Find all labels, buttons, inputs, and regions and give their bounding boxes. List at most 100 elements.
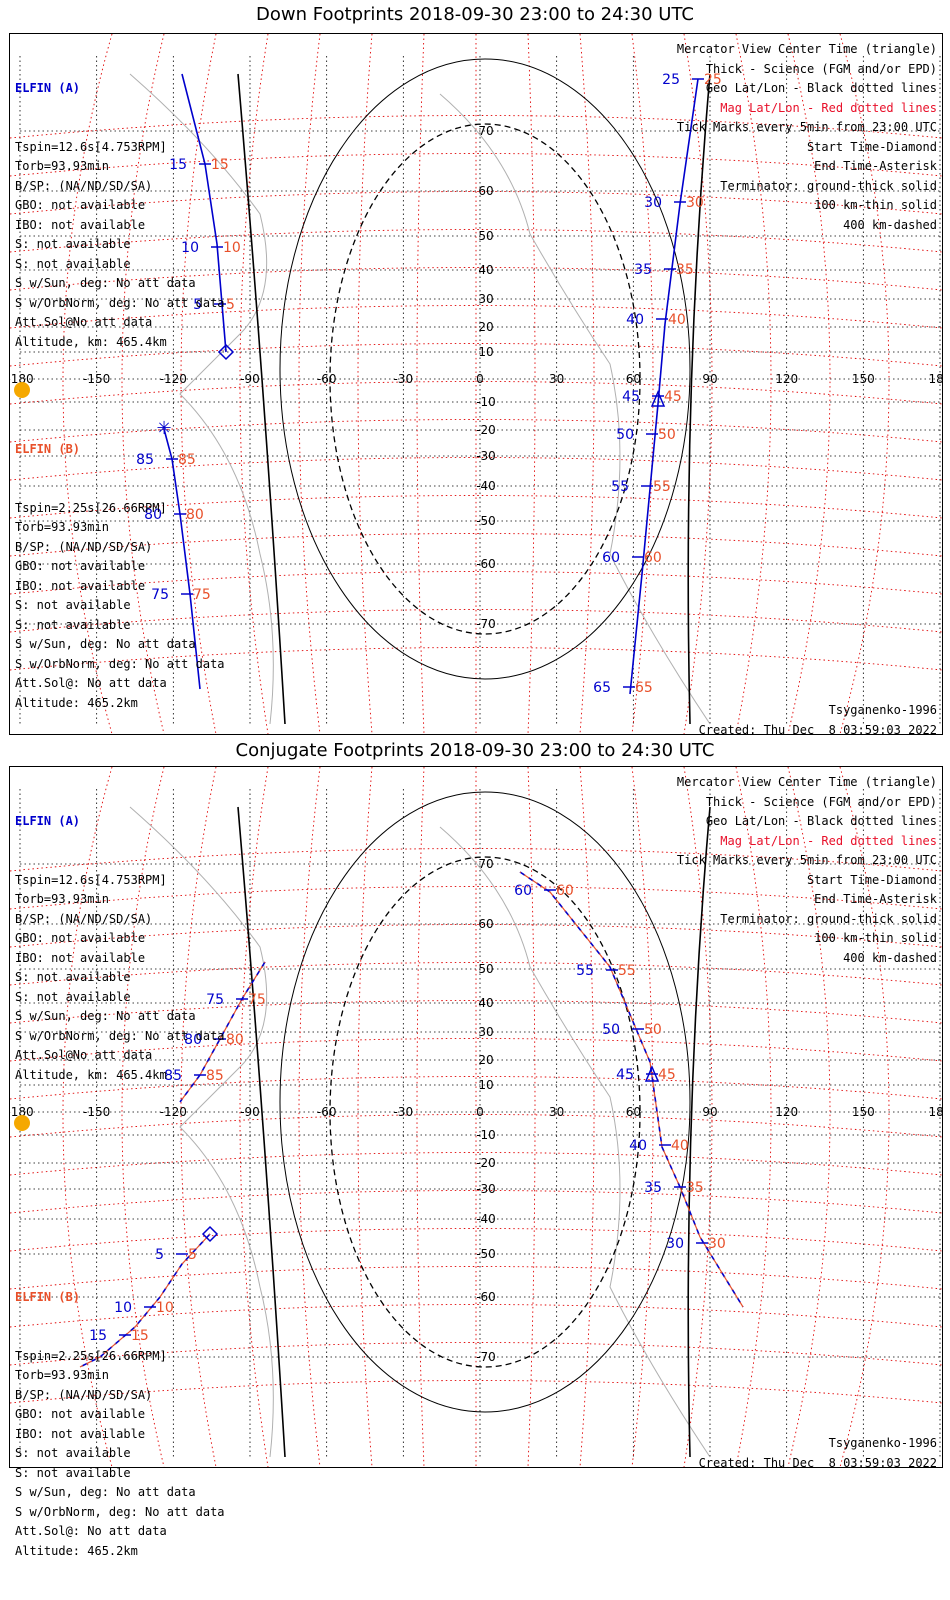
mag-meridian (579, 34, 595, 734)
mag-tick-label: 80 (226, 1032, 244, 1048)
mag-tick-label: 15 (211, 157, 229, 173)
track-tick-label: 80 (144, 507, 162, 523)
mag-parallel (10, 1152, 942, 1176)
info-line: S: not available (15, 1465, 131, 1480)
track-tick-label: 50 (602, 1022, 620, 1038)
start-diamond (217, 343, 235, 361)
info-line: S: not available (15, 256, 131, 271)
coastline (439, 826, 711, 1458)
mag-tick-label: 60 (644, 550, 662, 566)
mag-parallel (10, 886, 942, 910)
lat-label: -20 (476, 423, 496, 437)
lon-label: 150 (852, 372, 875, 386)
lat-label: 40 (478, 996, 493, 1010)
terminator-400km (329, 856, 641, 1368)
terminator-ground (687, 73, 711, 725)
lon-label: 90 (702, 1105, 717, 1119)
mag-meridian (357, 34, 373, 734)
mag-meridian (121, 34, 165, 734)
lon-label: -60 (317, 1105, 337, 1119)
mag-parallel (10, 419, 942, 443)
info-line: Created: Thu Dec 8 03:59:03 2022 (698, 722, 937, 737)
info-line: Att.Sol@: No att data (15, 676, 167, 690)
mag-meridian (121, 767, 165, 1467)
mag-meridian (180, 34, 217, 734)
info-line: Torb=93.93min (15, 892, 109, 906)
elfin-b-conj-track-south-mag (79, 1233, 211, 1368)
lon-label: 150 (852, 1105, 875, 1119)
mag-parallel (10, 381, 942, 405)
lat-label: 60 (478, 917, 493, 931)
info-line: Altitude, km: 465.4km (15, 334, 167, 349)
lon-label: 180 (929, 372, 942, 386)
mag-parallel (10, 1000, 942, 1024)
mag-tick-label: 55 (618, 963, 636, 979)
legend-line: Tick Marks every 5min from 23:00 UTC (676, 120, 937, 134)
track-tick-label: 75 (151, 587, 169, 603)
track-tick-label: 45 (616, 1067, 634, 1083)
legend-line: Terminator: ground-thick solid (720, 178, 937, 193)
mag-tick-label: 65 (635, 680, 653, 696)
lat-label: -30 (476, 1182, 496, 1196)
mag-meridian (527, 767, 536, 1467)
lat-label: -40 (476, 479, 496, 493)
info-line: Torb=93.93min (15, 520, 109, 534)
info-line: Att.Sol@: No att data (15, 1524, 167, 1538)
legend-line: End Time-Asterisk (814, 159, 937, 173)
track-tick-label: 75 (206, 992, 224, 1008)
mag-parallel (10, 457, 942, 481)
mag-tick-label: 85 (178, 452, 196, 468)
track-tick-label: 45 (622, 389, 640, 405)
lon-label: 60 (626, 372, 641, 386)
mag-parallel (10, 305, 942, 329)
elfin-b-conj-track-north (179, 961, 266, 1103)
track-tick-label: 60 (514, 883, 532, 899)
info-line: GBO: not available (15, 1407, 146, 1421)
lat-label: -60 (476, 1290, 496, 1304)
mag-tick-label: 5 (188, 1247, 197, 1263)
mag-meridian (839, 767, 890, 1467)
mag-tick-label: 60 (556, 883, 574, 899)
track-tick-label: 5 (193, 297, 202, 313)
map-conjugate-footprints: -180 -150 -120 -90 -60 -30 0 30 60 90 120 150 180 70 6… (9, 766, 943, 1558)
terminator-ground (237, 73, 286, 725)
track-tick-label: 10 (181, 240, 199, 256)
mag-meridian (239, 767, 269, 1467)
panel-title-conjugate: Conjugate Footprints 2018-09-30 23:00 to… (235, 740, 715, 761)
map-down-footprints: -180 -150 -120 -90 -60 -30 0 30 60 90 120 150 180 70 6… (9, 33, 943, 737)
info-line: Tsyganenko-1996 (828, 1436, 937, 1450)
lat-label: 60 (478, 184, 493, 198)
track-tick-label: 40 (626, 312, 644, 328)
mag-parallel (10, 1190, 942, 1214)
lat-label: -50 (476, 514, 496, 528)
center-time-triangle (650, 390, 666, 407)
mag-parallel (10, 1038, 942, 1062)
lat-label: 30 (478, 1025, 493, 1039)
lat-label: -10 (476, 1128, 496, 1142)
info-line: S w/Sun, deg: No att data (15, 1009, 196, 1023)
lon-label: 120 (775, 1105, 798, 1119)
legend-line: 100 km-thin solid (814, 931, 937, 945)
panel-title-down: Down Footprints 2018-09-30 23:00 to 24:3… (256, 4, 694, 25)
mag-meridian (357, 767, 373, 1467)
info-line: S w/Sun, deg: No att data (15, 1485, 196, 1499)
mag-parallel (10, 1114, 942, 1138)
lon-label: -90 (240, 1105, 260, 1119)
lat-label: -30 (476, 449, 496, 463)
mag-meridian (839, 34, 890, 734)
elfin-b-info: ELFIN (B) Tspin=2.25s[26.66RPM] Torb=93.9… (15, 1249, 225, 1600)
mag-tick-label: 10 (156, 1300, 174, 1316)
info-line: B/SP: (NA/ND/SD/SA) (15, 911, 153, 926)
mag-parallel (10, 1266, 942, 1290)
terminator-ground (237, 806, 286, 1458)
info-line: S w/OrbNorm, deg: No att data (15, 1028, 225, 1043)
lat-label: 70 (478, 124, 493, 138)
legend-line: End Time-Asterisk (814, 892, 937, 906)
mag-meridian (527, 34, 536, 734)
elfin-a-info: ELFIN (A) Tspin=12.6s[4.753RPM] Torb=93.9… (15, 40, 225, 391)
sun-icon (14, 1115, 30, 1131)
lon-label: 90 (702, 372, 717, 386)
mag-parallel (10, 1228, 942, 1252)
lon-label: 60 (626, 1105, 641, 1119)
elfin-a-header: ELFIN (A) (15, 81, 81, 95)
